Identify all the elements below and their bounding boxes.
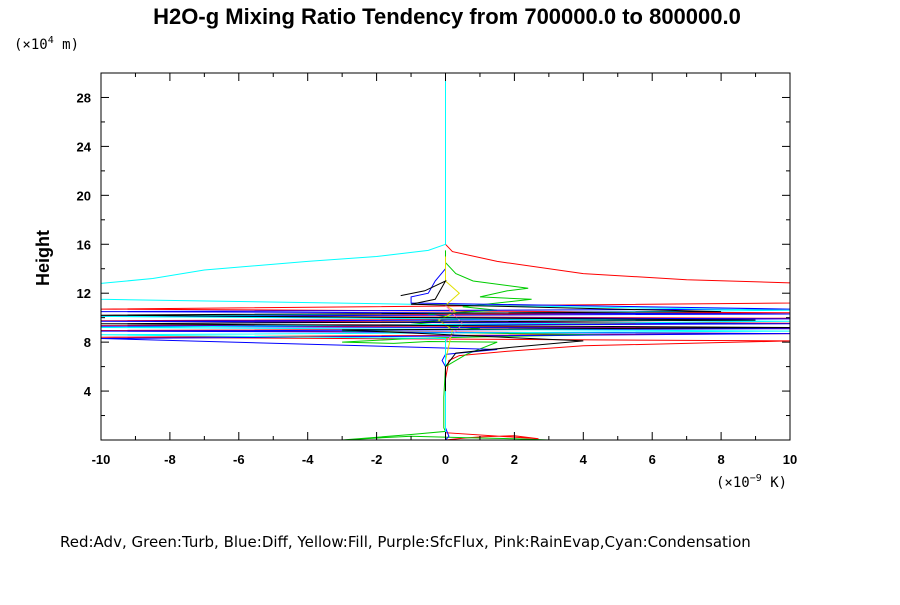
x-tick-label: -2	[371, 452, 383, 467]
x-tick-label: -10	[92, 452, 111, 467]
series-line-unlabeled-7	[101, 279, 790, 392]
x-tick-label: 10	[783, 452, 797, 467]
x-tick-label: 2	[511, 452, 518, 467]
chart-title: H2O-g Mixing Ratio Tendency from 700000.…	[153, 4, 741, 29]
y-axis-label: Height	[33, 230, 53, 286]
x-tick-label: -4	[302, 452, 314, 467]
y-unit-label: (×104 m)	[14, 35, 79, 53]
y-tick-label: 8	[84, 335, 91, 350]
x-unit-label: (×10−9 K)	[716, 473, 787, 491]
y-tick-labels: 4 8 12 16 20 24 28	[77, 90, 92, 399]
x-tick-label: -6	[233, 452, 245, 467]
series-line-fill	[437, 256, 461, 440]
y-tick-label: 12	[77, 286, 91, 301]
y-tick-label: 24	[77, 139, 92, 154]
axis-ticks	[100, 72, 791, 440]
x-tick-label: 8	[717, 452, 724, 467]
y-tick-label: 20	[77, 188, 91, 203]
x-tick-label: 4	[580, 452, 588, 467]
series-layer	[101, 73, 790, 440]
x-tick-label: 0	[442, 452, 449, 467]
series-line-turb	[342, 250, 601, 440]
x-tick-label: 6	[649, 452, 656, 467]
series-line-condensation	[101, 73, 790, 440]
y-tick-label: 4	[84, 384, 92, 399]
x-tick-labels: -10 -8 -6 -4 -2 0 2 4 6 8 10	[92, 452, 798, 467]
y-tick-label: 28	[77, 90, 91, 105]
x-tick-label: -8	[164, 452, 176, 467]
y-tick-label: 16	[77, 237, 91, 252]
legend-text: Red:Adv, Green:Turb, Blue:Diff, Yellow:F…	[60, 533, 751, 551]
